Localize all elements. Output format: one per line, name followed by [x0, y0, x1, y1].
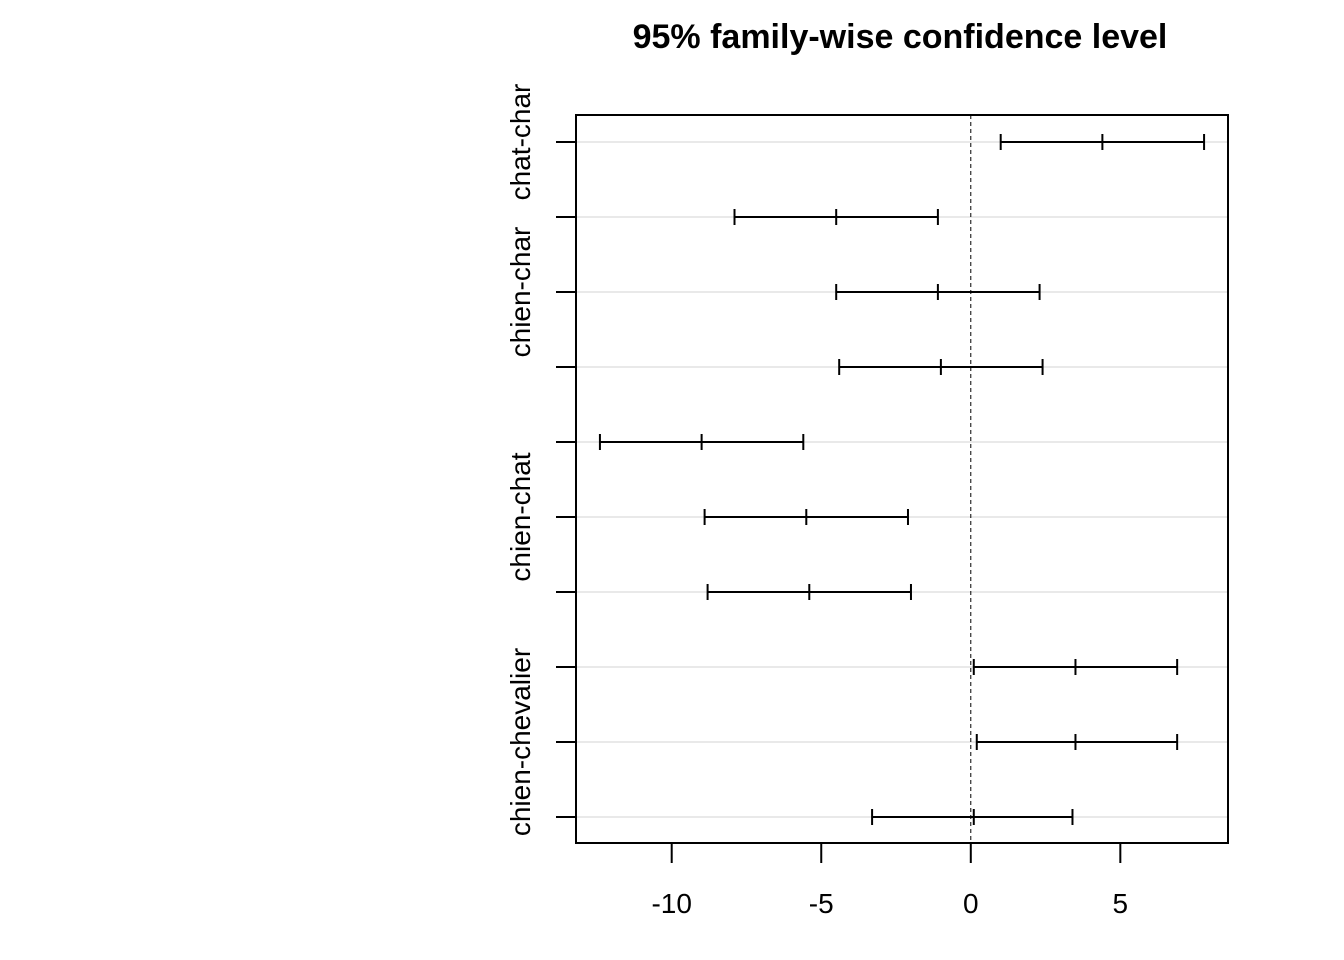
confidence-interval [598, 434, 805, 450]
confidence-interval [835, 284, 1041, 300]
y-axis: chat-char chien-char chien-chat chien-cheva… [505, 84, 576, 836]
y-tick-label: chien-chat [505, 452, 536, 581]
confidence-interval [972, 659, 1179, 675]
y-tick-label: chien-char [505, 227, 536, 358]
intervals [598, 134, 1206, 825]
confidence-interval [733, 209, 939, 225]
y-tick-label: chien-chevalier [505, 648, 536, 836]
plot-frame [575, 114, 1229, 844]
x-axis: -10 -5 0 5 [651, 842, 1129, 919]
x-tick-label: -5 [809, 888, 834, 919]
gridlines [576, 141, 1228, 818]
confidence-interval [871, 809, 1074, 825]
x-tick-label: -10 [651, 888, 691, 919]
confidence-interval [999, 134, 1206, 150]
confidence-interval [706, 584, 912, 600]
confidence-interval [975, 734, 1179, 750]
confidence-interval [703, 509, 909, 525]
y-tick-label: chat-char [505, 84, 536, 201]
confidence-interval [838, 359, 1044, 375]
x-tick-label: 5 [1113, 888, 1129, 919]
chart-title: 95% family-wise confidence level [633, 18, 1168, 56]
x-tick-label: 0 [963, 888, 979, 919]
